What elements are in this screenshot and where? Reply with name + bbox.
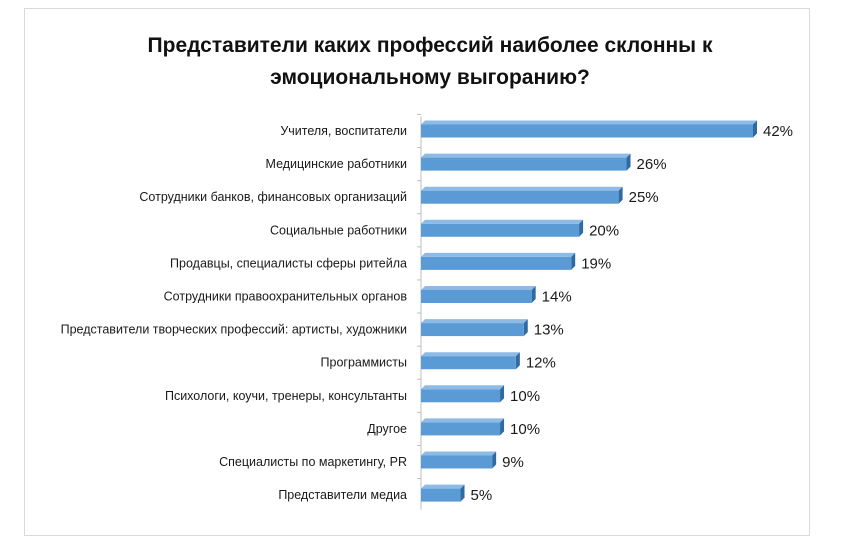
- bar-side-face: [579, 219, 584, 237]
- bar-top-face: [421, 186, 623, 191]
- bar-front-face: [421, 488, 461, 502]
- category-label: Сотрудники банков, финансовых организаци…: [139, 190, 407, 204]
- bar: [421, 286, 536, 303]
- category-label: Программисты: [321, 356, 407, 370]
- value-label: 14%: [542, 289, 572, 306]
- value-label: 10%: [510, 388, 540, 405]
- value-label: 5%: [471, 487, 493, 504]
- category-label: Специалисты по маркетингу, PR: [219, 455, 407, 469]
- bar-side-face: [523, 319, 528, 337]
- bar-side-face: [753, 120, 757, 138]
- bar-top-face: [421, 153, 631, 158]
- category-label: Представители творческих профессий: арти…: [61, 323, 407, 337]
- bar-side-face: [626, 153, 631, 171]
- bar-side-face: [618, 186, 623, 204]
- bar: [421, 186, 623, 204]
- value-label: 9%: [502, 454, 524, 471]
- bar-top-face: [421, 352, 520, 357]
- labels: Учителя, воспитатели 42% Медицинские работ…: [61, 123, 793, 504]
- bar: [421, 352, 520, 370]
- bar: [421, 219, 584, 237]
- bar-front-face: [421, 223, 580, 237]
- value-label: 12%: [526, 355, 556, 372]
- bar-side-face: [531, 286, 536, 303]
- chart-title-line-1: Представители каких профессий наиболее с…: [147, 34, 713, 57]
- bar-top-face: [421, 385, 505, 390]
- bar-top-face: [421, 120, 757, 125]
- value-label: 42%: [763, 123, 793, 140]
- bar-front-face: [421, 389, 501, 403]
- bar-front-face: [421, 190, 619, 204]
- category-label: Другое: [367, 422, 407, 436]
- bar-side-face: [460, 484, 465, 502]
- category-label: Сотрудники правоохранительных органов: [164, 290, 408, 304]
- category-label: Психологи, коучи, тренеры, консультанты: [165, 389, 407, 403]
- bar-front-face: [421, 323, 524, 337]
- bar-front-face: [421, 422, 501, 436]
- category-label: Продавцы, специалисты сферы ритейла: [170, 256, 407, 270]
- bar-top-face: [421, 219, 584, 224]
- bar-top-face: [421, 484, 465, 489]
- bar-front-face: [421, 455, 493, 469]
- bar-front-face: [421, 256, 572, 270]
- value-label: 19%: [581, 255, 611, 272]
- bar-front-face: [421, 290, 532, 303]
- bar: [421, 418, 505, 436]
- bar-side-face: [500, 418, 505, 436]
- bar-side-face: [571, 252, 576, 270]
- bar: [421, 385, 505, 403]
- bar-front-face: [421, 356, 516, 370]
- category-label: Представители медиа: [278, 488, 407, 502]
- category-label: Социальные работники: [270, 223, 407, 237]
- bar-front-face: [421, 157, 627, 171]
- chart-frame: [24, 8, 810, 536]
- value-label: 10%: [510, 421, 540, 438]
- value-label: 25%: [629, 189, 659, 206]
- bar-top-face: [421, 319, 528, 324]
- bar-top-face: [421, 451, 497, 456]
- bar: [421, 252, 576, 270]
- bars: [421, 120, 757, 502]
- value-label: 20%: [589, 222, 619, 239]
- bar-side-face: [500, 385, 505, 403]
- bar-top-face: [421, 418, 505, 423]
- category-axis: [417, 113, 422, 510]
- bar-top-face: [421, 252, 576, 257]
- bar: [421, 120, 757, 138]
- bar-front-face: [421, 124, 753, 138]
- bar: [421, 153, 631, 171]
- bar: [421, 451, 497, 469]
- bar-top-face: [421, 286, 536, 290]
- value-label: 13%: [534, 322, 564, 339]
- chart-title-line-2: эмоциональному выгоранию?: [270, 66, 590, 89]
- bar-side-face: [515, 352, 520, 370]
- chart-title: Представители каких профессий наиболее с…: [110, 30, 750, 94]
- bar: [421, 484, 465, 502]
- bar-side-face: [492, 451, 497, 469]
- value-label: 26%: [637, 156, 667, 173]
- category-label: Учителя, воспитатели: [280, 124, 407, 138]
- bar: [421, 319, 528, 337]
- category-label: Медицинские работники: [266, 157, 407, 171]
